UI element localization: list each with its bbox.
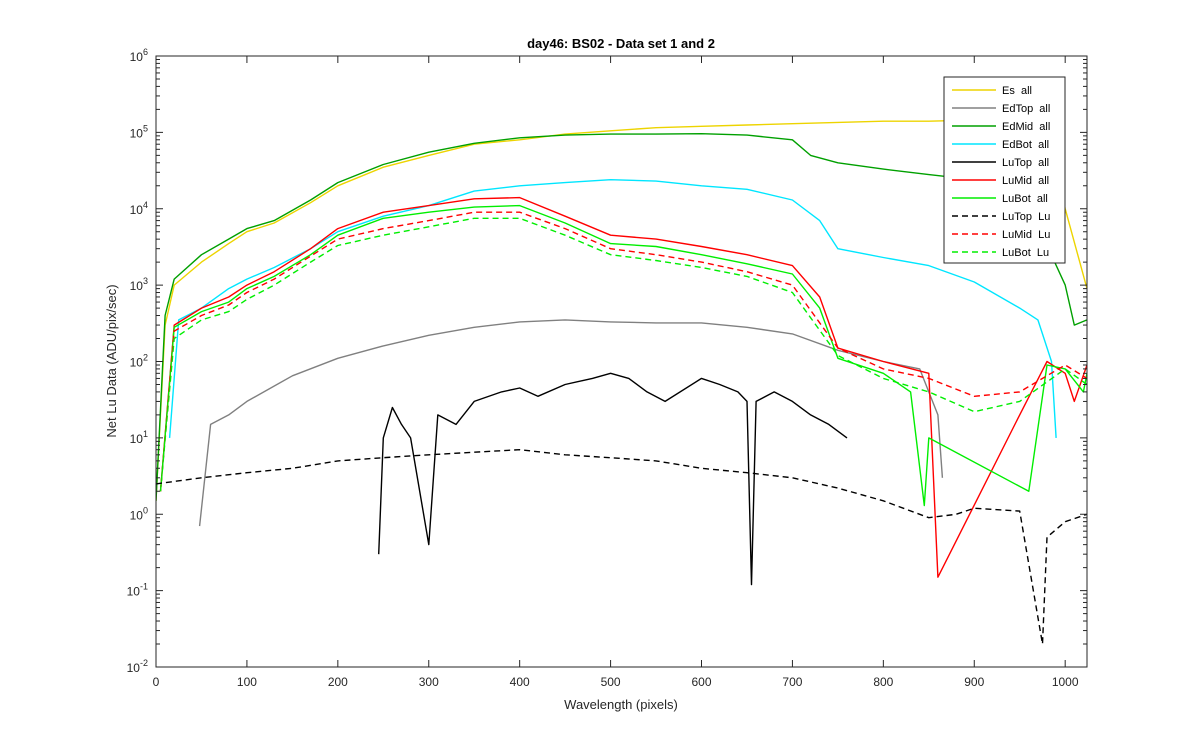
x-tick-label: 0 xyxy=(153,675,160,689)
legend-label: LuMid all xyxy=(1002,175,1049,187)
legend-label: LuBot all xyxy=(1002,193,1048,205)
series-line-7 xyxy=(159,204,1087,507)
legend-label: Es all xyxy=(1002,85,1032,97)
x-tick-label: 800 xyxy=(873,675,893,689)
series-line-8 xyxy=(156,449,1087,645)
y-tick-label: 100 xyxy=(130,505,148,522)
x-tick-label: 600 xyxy=(691,675,711,689)
x-axis: 0 100 200 300 400 500 600 700 800 900 1000 xyxy=(153,56,1079,689)
y-tick-label: 103 xyxy=(130,276,148,293)
series-line-2 xyxy=(198,319,944,527)
series-line-10 xyxy=(159,217,1087,492)
series-line-5 xyxy=(378,372,848,586)
x-tick-label: 400 xyxy=(510,675,530,689)
y-tick-label: 10-2 xyxy=(127,658,148,675)
x-tick-label: 200 xyxy=(328,675,348,689)
x-tick-label: 500 xyxy=(601,675,621,689)
series-line-6 xyxy=(159,196,1087,578)
legend-label: EdBot all xyxy=(1002,139,1049,151)
x-tick-label: 1000 xyxy=(1052,675,1079,689)
x-tick-label: 900 xyxy=(964,675,984,689)
y-tick-label: 106 xyxy=(130,47,148,64)
legend-label: EdMid all xyxy=(1002,121,1050,133)
x-axis-title: Wavelength (pixels) xyxy=(564,697,678,712)
y-tick-label: 102 xyxy=(130,353,148,370)
x-tick-label: 700 xyxy=(782,675,802,689)
x-tick-label: 100 xyxy=(237,675,257,689)
legend-label: LuTop Lu xyxy=(1002,211,1050,223)
legend-label: EdTop all xyxy=(1002,103,1050,115)
y-tick-label: 10-1 xyxy=(127,582,148,599)
y-axis: 10-2 10-1 100 101 102 103 104 105 106 xyxy=(127,47,1087,675)
legend-label: LuTop all xyxy=(1002,157,1049,169)
legend-label: LuBot Lu xyxy=(1002,247,1049,259)
series-layer xyxy=(156,118,1087,645)
legend-box xyxy=(943,76,1066,264)
x-tick-label: 300 xyxy=(419,675,439,689)
y-axis-title: Net Lu Data (ADU/pix/sec) xyxy=(104,284,119,437)
y-tick-label: 104 xyxy=(130,200,148,217)
plot-background xyxy=(156,56,1087,667)
series-line-4 xyxy=(168,178,1057,438)
chart-title: day46: BS02 - Data set 1 and 2 xyxy=(527,36,715,51)
y-tick-label: 105 xyxy=(130,123,148,140)
y-tick-label: 101 xyxy=(130,429,148,446)
legend-label: LuMid Lu xyxy=(1002,229,1050,241)
legend: Es all EdTop all EdMid all EdBot all LuTop a… xyxy=(943,76,1066,264)
series-line-9 xyxy=(159,211,1087,492)
